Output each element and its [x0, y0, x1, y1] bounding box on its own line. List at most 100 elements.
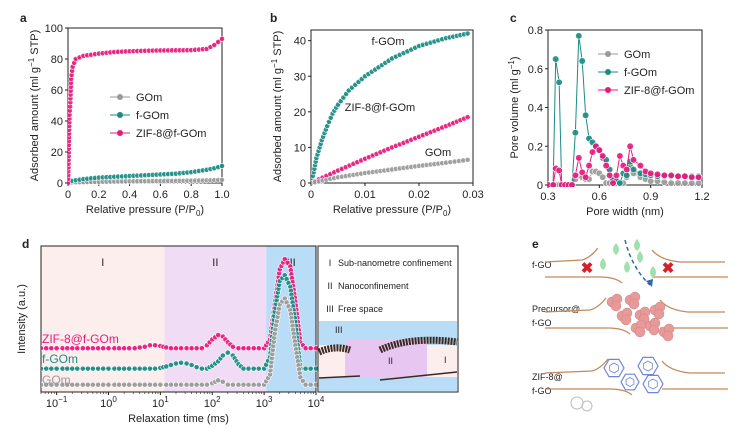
- data-point: [626, 142, 634, 150]
- data-point: [219, 176, 225, 183]
- data-point: [95, 365, 101, 372]
- data-point: [605, 171, 614, 179]
- chart-b: 0 0.01 0.02 0.03 0 10 20 30 40 Relative pressure …: [270, 29, 484, 218]
- zif-8-crystal: [642, 374, 664, 394]
- y-tick-label: 0.8: [528, 25, 543, 37]
- data-point: [599, 173, 607, 181]
- watermark-logo-icon: [570, 396, 584, 410]
- region-desc: Nanoconfinement: [338, 281, 409, 291]
- data-point: [168, 345, 174, 352]
- y-tick-label: 20: [294, 107, 306, 119]
- x-tick-label: 100: [100, 395, 117, 410]
- y-axis-label: Intensity (a.u.): [16, 284, 28, 354]
- data-point: [215, 39, 222, 45]
- data-point: [105, 345, 112, 352]
- data-point: [647, 169, 655, 177]
- data-point: [307, 365, 314, 372]
- x-axis-label: Relaxation time (ms): [128, 413, 229, 425]
- x-tick-label: 0.3: [540, 191, 555, 203]
- legend-marker: [117, 94, 123, 100]
- data-point: [84, 345, 91, 352]
- zif-8-crystal: [637, 356, 659, 376]
- watermark-logo-icon: [581, 400, 593, 412]
- data-point: [616, 152, 624, 160]
- data-point: [595, 146, 603, 154]
- region-label: I: [101, 257, 104, 269]
- x-tick-label: 103: [256, 395, 273, 410]
- data-point: [240, 381, 247, 388]
- data-point: [168, 381, 174, 388]
- data-point: [193, 364, 200, 371]
- x-tick-label: 0.01: [354, 189, 375, 201]
- data-point: [147, 342, 153, 349]
- data-point: [48, 365, 55, 372]
- data-point: [588, 148, 597, 156]
- legend-label: f-GOm: [624, 67, 657, 79]
- data-point: [163, 344, 170, 351]
- data-point: [219, 378, 226, 385]
- data-point: [89, 365, 96, 372]
- data-point: [188, 381, 195, 388]
- data-point: [250, 365, 257, 372]
- schematic-label: II: [388, 356, 393, 366]
- data-point: [43, 345, 50, 352]
- arrow-head-icon: [646, 279, 653, 287]
- data-point: [612, 171, 621, 179]
- panel-label-b: b: [270, 11, 277, 25]
- go-sheet: [545, 327, 631, 335]
- data-point: [183, 345, 190, 352]
- x-tick-label: 0.02: [408, 189, 429, 201]
- go-sheet: [659, 299, 725, 313]
- data-point: [116, 345, 122, 352]
- data-point: [121, 365, 128, 372]
- water-droplet: [600, 258, 606, 270]
- data-point: [211, 42, 218, 48]
- data-point: [64, 365, 71, 372]
- region-desc: Free space: [338, 304, 383, 314]
- data-point: [302, 345, 309, 352]
- y-tick-label: 0: [300, 178, 306, 190]
- data-point: [224, 349, 231, 356]
- data-point: [157, 381, 164, 388]
- panel-e-label: f-GO: [532, 386, 552, 396]
- data-point: [131, 345, 138, 352]
- data-point: [204, 381, 210, 388]
- x-tick-label: 0.4: [122, 189, 137, 201]
- data-point: [578, 57, 586, 65]
- legend-label: ZIF-8@f-GOm: [624, 85, 694, 97]
- data-point: [307, 345, 314, 352]
- data-point: [95, 381, 101, 388]
- series-group: [68, 35, 225, 185]
- x-tick-label: 10−1: [46, 395, 68, 410]
- zif-8-crystal-inner: [648, 378, 658, 390]
- go-sheet: [544, 358, 609, 374]
- data-point: [667, 179, 675, 187]
- x-tick-label: 0.2: [91, 189, 106, 201]
- y-tick-label: 80: [51, 54, 63, 66]
- data-point: [116, 381, 122, 388]
- x-tick-label: 0.6: [153, 189, 168, 201]
- data-point: [464, 156, 471, 163]
- data-point: [575, 32, 583, 40]
- y-tick-label: 0: [537, 180, 543, 192]
- panel-e-label: Precursor@: [532, 304, 580, 314]
- x-axis-label: Pore width (nm): [586, 206, 664, 218]
- precursor-particle: [648, 324, 660, 336]
- data-point: [183, 381, 190, 388]
- data-point: [173, 345, 179, 352]
- data-point: [681, 172, 689, 180]
- data-point: [694, 173, 703, 181]
- x-tick-label: 1.2: [694, 191, 709, 203]
- data-point: [224, 381, 231, 388]
- data-point: [582, 111, 590, 119]
- schematic-label: III: [335, 325, 343, 335]
- data-point: [674, 179, 682, 187]
- data-point: [250, 381, 257, 388]
- data-point: [105, 381, 112, 388]
- data-point: [193, 345, 200, 352]
- data-point: [681, 179, 689, 187]
- data-point: [173, 360, 179, 367]
- data-point: [629, 156, 638, 164]
- series-label-f-GOm: f-GOm: [42, 352, 78, 366]
